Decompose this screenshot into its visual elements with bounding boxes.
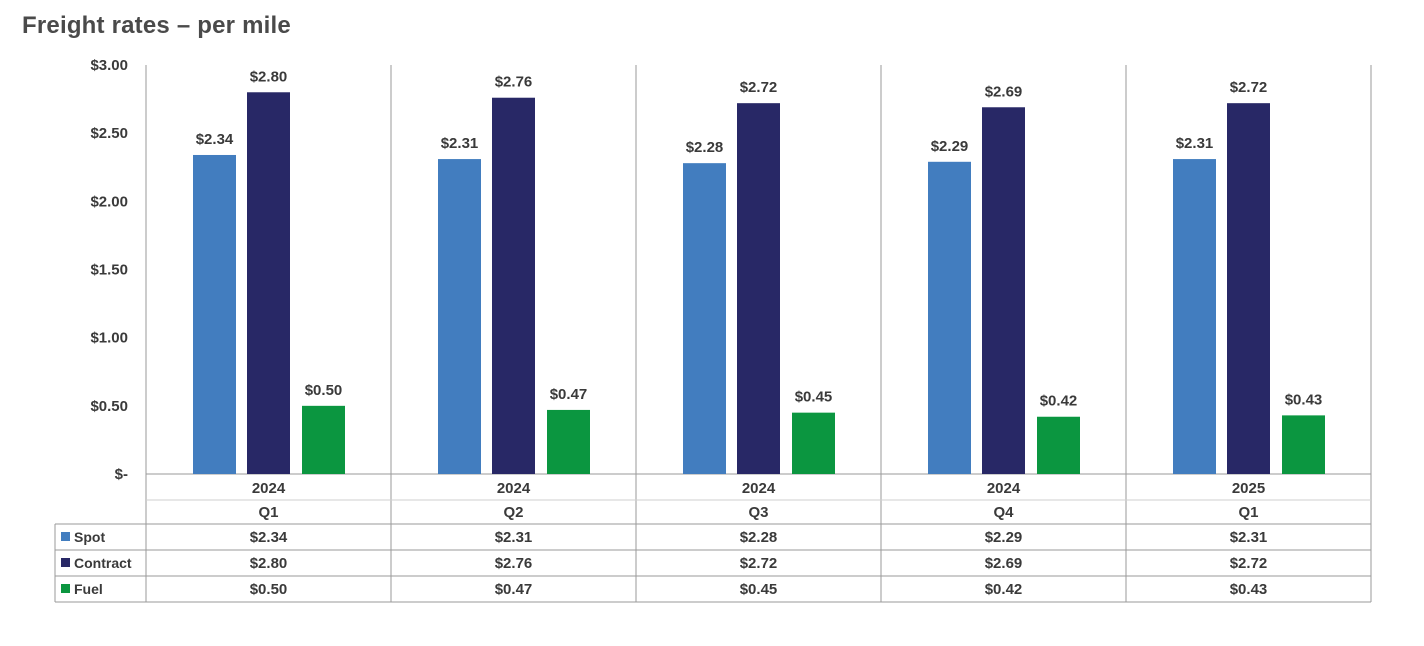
table-cell-spot: $2.28 [740, 529, 778, 546]
x-quarter-label: Q4 [993, 504, 1014, 521]
y-tick-label: $2.50 [90, 125, 128, 142]
data-label-spot: $2.31 [441, 135, 479, 152]
data-label-fuel: $0.43 [1285, 391, 1323, 408]
x-year-label: 2024 [987, 480, 1021, 497]
table-cell-spot: $2.34 [250, 529, 288, 546]
table-cell-spot: $2.31 [1230, 529, 1268, 546]
bar-spot [193, 154, 236, 475]
x-quarter-label: Q1 [1238, 504, 1258, 521]
data-label-spot: $2.29 [931, 138, 969, 155]
data-label-contract: $2.80 [250, 68, 288, 85]
table-cell-spot: $2.31 [495, 529, 533, 546]
table-cell-fuel: $0.45 [740, 581, 778, 598]
data-label-spot: $2.28 [686, 139, 724, 156]
data-label-fuel: $0.47 [550, 386, 588, 403]
bar-contract [1227, 103, 1270, 474]
table-cell-fuel: $0.47 [495, 581, 533, 598]
legend-label-contract: Contract [74, 555, 132, 571]
table-cell-contract: $2.72 [1230, 555, 1268, 572]
bar-fuel [1037, 416, 1080, 474]
data-label-contract: $2.72 [1230, 79, 1268, 96]
y-tick-label: $1.50 [90, 262, 128, 279]
data-label-contract: $2.69 [985, 83, 1023, 100]
bar-contract [982, 107, 1025, 474]
x-quarter-label: Q2 [503, 504, 523, 521]
table-cell-fuel: $0.43 [1230, 581, 1268, 598]
table-cell-contract: $2.72 [740, 555, 778, 572]
legend-swatch-spot [61, 532, 70, 541]
y-tick-label: $1.00 [90, 330, 128, 347]
legend-swatch-fuel [61, 584, 70, 593]
data-label-fuel: $0.45 [795, 389, 833, 406]
y-tick-label: $3.00 [90, 57, 128, 74]
x-quarter-label: Q3 [748, 504, 768, 521]
x-year-label: 2024 [252, 480, 286, 497]
data-label-fuel: $0.50 [305, 382, 343, 399]
bar-contract [492, 97, 535, 474]
x-year-label: 2024 [742, 480, 776, 497]
table-cell-contract: $2.69 [985, 555, 1023, 572]
bar-fuel [547, 409, 590, 474]
table-cell-contract: $2.80 [250, 555, 288, 572]
bar-spot [683, 163, 726, 474]
bar-contract [737, 103, 780, 474]
legend-label-spot: Spot [74, 529, 105, 545]
bar-fuel [792, 412, 835, 474]
data-label-spot: $2.34 [196, 131, 234, 148]
data-label-fuel: $0.42 [1040, 393, 1078, 410]
data-label-contract: $2.72 [740, 79, 778, 96]
bar-fuel [1282, 415, 1325, 474]
x-year-label: 2025 [1232, 480, 1265, 497]
legend-swatch-contract [61, 558, 70, 567]
chart-title: Freight rates – per mile [22, 12, 291, 39]
table-cell-spot: $2.29 [985, 529, 1023, 546]
y-tick-label: $- [115, 466, 128, 483]
legend-label-fuel: Fuel [74, 581, 103, 597]
table-cell-fuel: $0.50 [250, 581, 288, 598]
bar-contract [247, 92, 290, 475]
y-tick-label: $2.00 [90, 193, 128, 210]
bar-fuel [302, 405, 345, 474]
y-tick-label: $0.50 [90, 398, 128, 415]
data-label-contract: $2.76 [495, 74, 533, 91]
bar-spot [928, 161, 971, 474]
x-year-label: 2024 [497, 480, 531, 497]
data-label-spot: $2.31 [1176, 135, 1214, 152]
bar-spot [438, 159, 481, 474]
bar-spot [1173, 159, 1216, 474]
x-quarter-label: Q1 [258, 504, 278, 521]
table-cell-fuel: $0.42 [985, 581, 1023, 598]
table-cell-contract: $2.76 [495, 555, 533, 572]
